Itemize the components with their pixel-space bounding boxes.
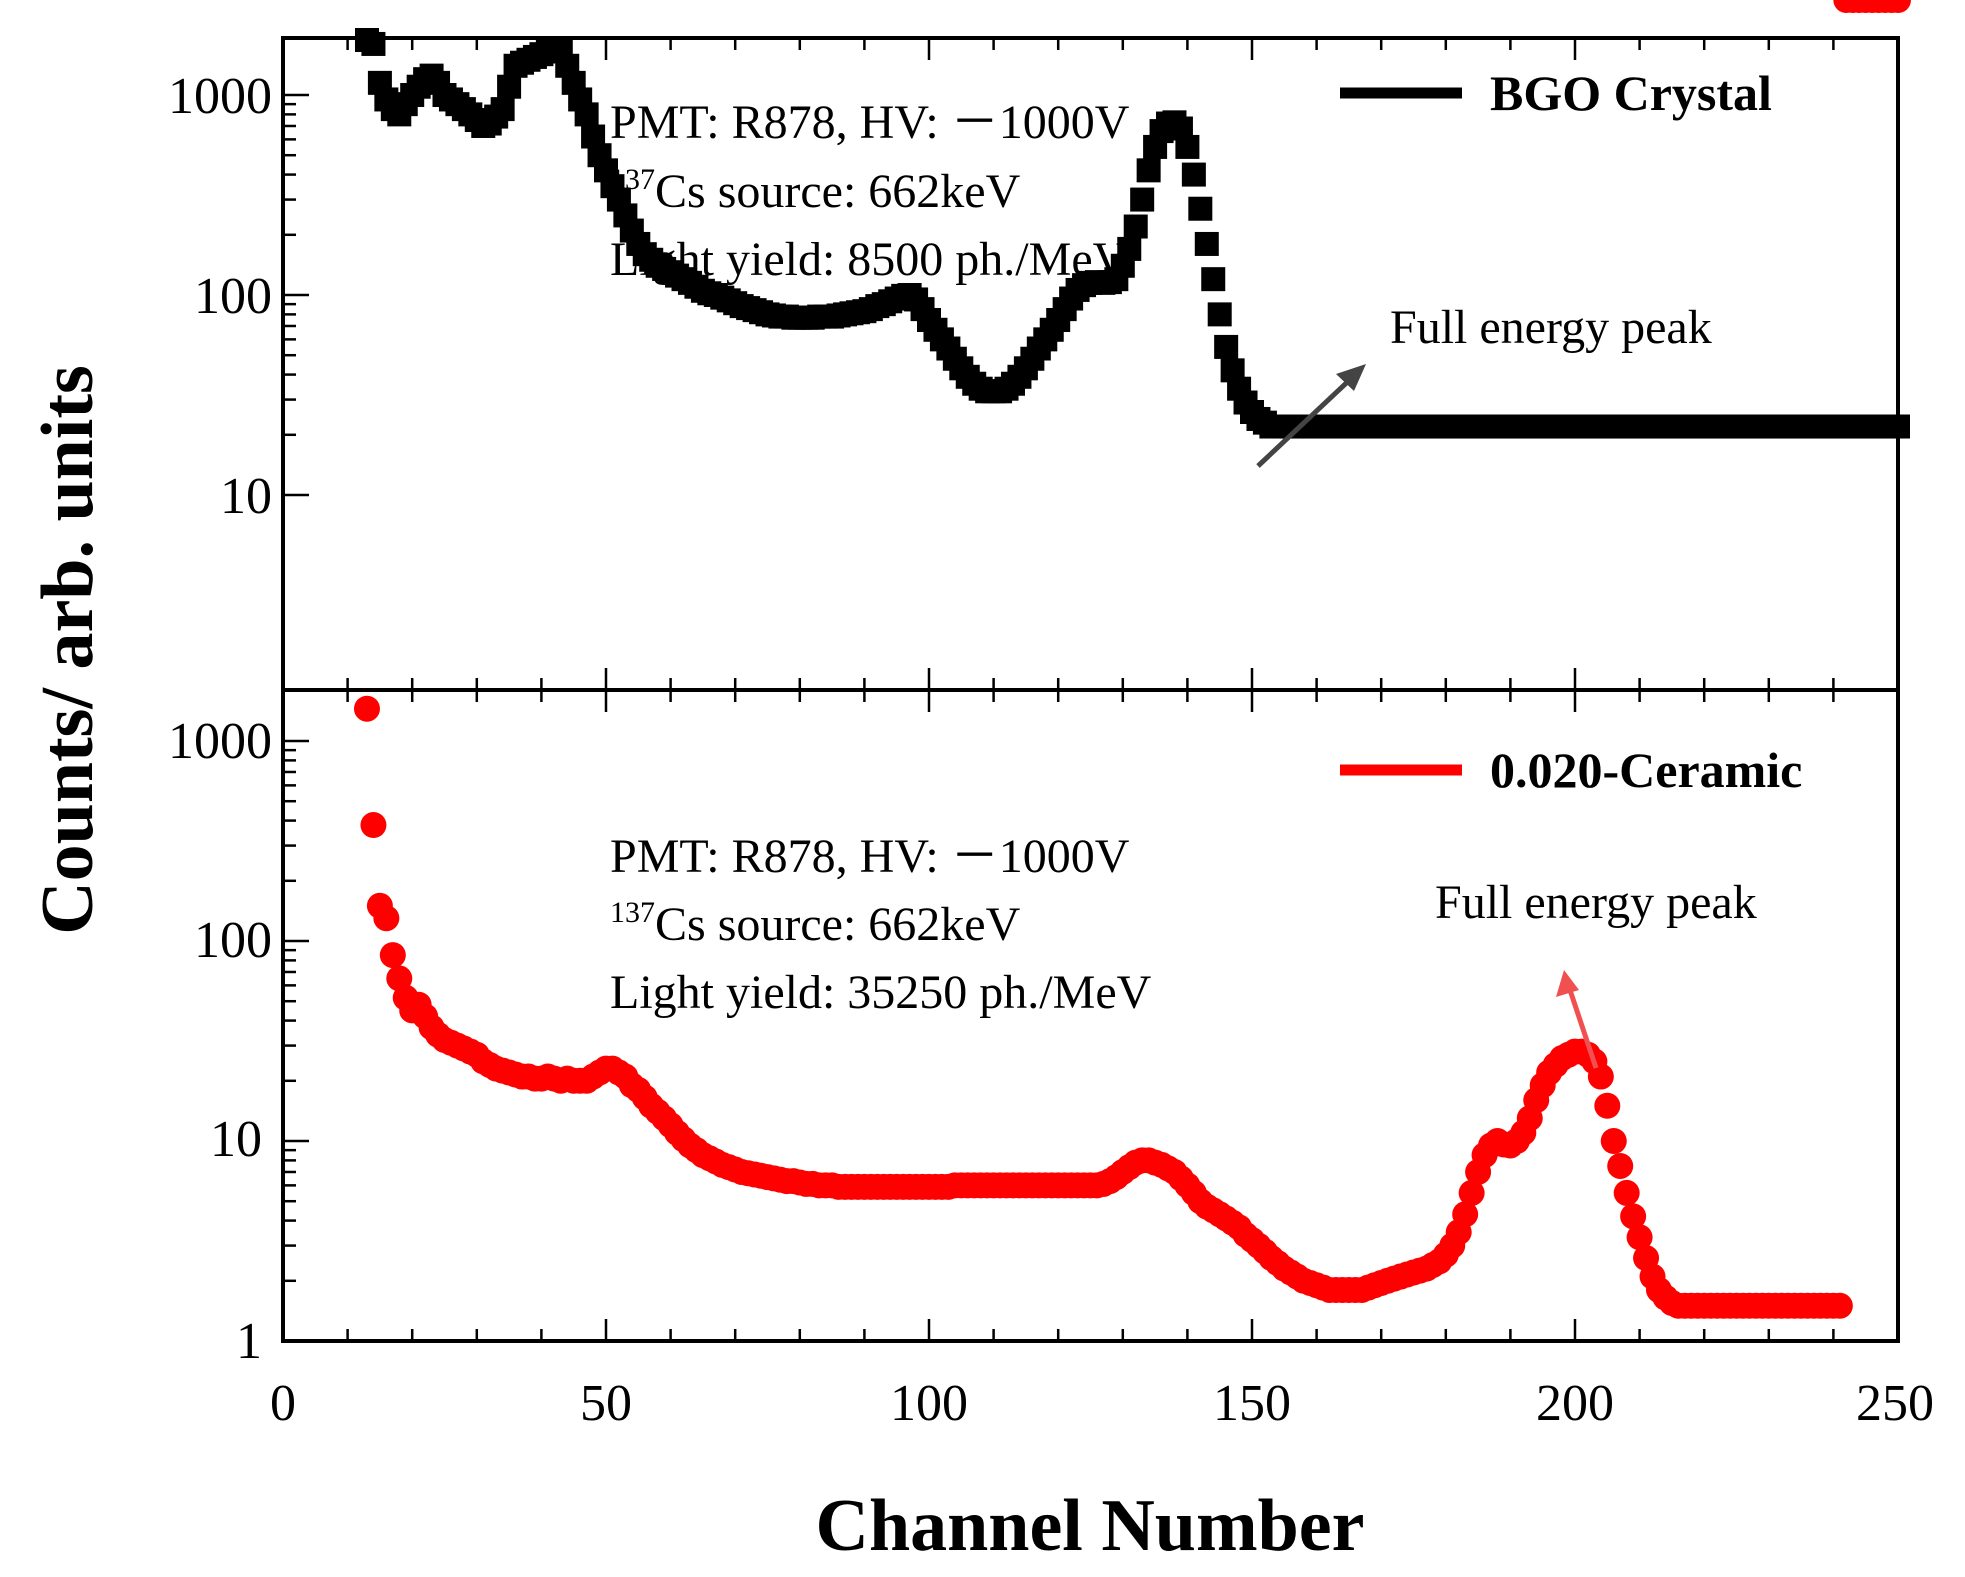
ceramic-point bbox=[1885, 0, 1911, 13]
legend-label-bgo: BGO Crystal bbox=[1490, 65, 1772, 121]
ceramic-point bbox=[373, 905, 400, 932]
x-tick-label: 150 bbox=[1213, 1375, 1291, 1432]
top-annotation-pmt: PMT: R878, HV: －1000V bbox=[610, 96, 1130, 149]
bottom-peak-arrowhead bbox=[1556, 970, 1579, 997]
ceramic-point bbox=[1587, 1063, 1614, 1090]
y-tick-label-bottom: 1 bbox=[236, 1313, 262, 1370]
bottom-annotation-source-text: Cs source: 662keV bbox=[655, 898, 1021, 951]
bgo-point bbox=[1181, 162, 1206, 187]
x-tick-label: 200 bbox=[1536, 1375, 1614, 1432]
bottom-peak-label: Full energy peak bbox=[1435, 876, 1757, 929]
ceramic-point bbox=[1458, 1179, 1485, 1206]
y-tick-label-bottom: 100 bbox=[194, 912, 272, 969]
bgo-point bbox=[361, 31, 386, 56]
bottom-annotation-pmt: PMT: R878, HV: －1000V bbox=[610, 830, 1130, 883]
y-tick-label-top: 1000 bbox=[168, 68, 272, 125]
bgo-point bbox=[1207, 302, 1232, 327]
ceramic-point bbox=[1626, 1224, 1653, 1251]
ceramic-point bbox=[1613, 1179, 1640, 1206]
bgo-point bbox=[1123, 214, 1148, 239]
x-tick-label: 50 bbox=[580, 1375, 632, 1432]
bgo-point bbox=[1130, 187, 1155, 212]
ceramic-point bbox=[1452, 1201, 1479, 1228]
ceramic-point bbox=[1620, 1203, 1647, 1230]
bgo-point bbox=[1194, 231, 1219, 256]
bgo-point bbox=[1886, 414, 1910, 439]
ceramic-point bbox=[1594, 1092, 1621, 1119]
bottom-annotation-superscript: 137 bbox=[610, 896, 655, 929]
bgo-point bbox=[497, 74, 522, 99]
bottom-annotation-source: 137Cs source: 662keV bbox=[610, 896, 1021, 951]
y-tick-label-bottom: 1000 bbox=[168, 713, 272, 770]
top-peak-label: Full energy peak bbox=[1390, 301, 1712, 354]
ceramic-point bbox=[1826, 1292, 1853, 1319]
ceramic-point bbox=[379, 942, 406, 969]
bottom-annotation-yield: Light yield: 35250 ph./MeV bbox=[610, 966, 1152, 1019]
bgo-point bbox=[1201, 267, 1226, 292]
top-peak-arrow bbox=[1256, 371, 1359, 468]
ceramic-point bbox=[353, 695, 380, 722]
bgo-point bbox=[574, 102, 599, 127]
bgo-point bbox=[1214, 334, 1239, 359]
ceramic-point bbox=[1607, 1152, 1634, 1179]
y-axis-title: Counts/ arb. units bbox=[27, 365, 109, 935]
y-tick-label-bottom: 10 bbox=[210, 1111, 262, 1168]
bgo-point bbox=[1136, 158, 1161, 183]
bottom-panel-frame bbox=[281, 688, 1900, 1343]
top-annotation-source: 137Cs source: 662keV bbox=[610, 163, 1021, 218]
top-peak-arrowhead bbox=[1336, 364, 1366, 391]
x-tick-label: 0 bbox=[270, 1375, 296, 1432]
bgo-point bbox=[1188, 196, 1213, 221]
bgo-point bbox=[1117, 236, 1142, 261]
top-annotation-yield: Light yield: 8500 ph./MeV bbox=[610, 233, 1128, 286]
x-axis-title: Channel Number bbox=[816, 1485, 1365, 1567]
top-annotation-source-text: Cs source: 662keV bbox=[655, 165, 1021, 218]
y-tick-label-top: 100 bbox=[194, 268, 272, 325]
x-tick-label: 100 bbox=[890, 1375, 968, 1432]
ceramic-point bbox=[1600, 1128, 1627, 1154]
y-tick-label-top: 10 bbox=[220, 468, 272, 525]
legend-label-ceramic: 0.020-Ceramic bbox=[1490, 742, 1802, 798]
bottom-peak-arrow bbox=[1565, 983, 1599, 1069]
top-annotation-superscript: 137 bbox=[610, 163, 655, 196]
x-tick-label: 250 bbox=[1856, 1375, 1934, 1432]
ceramic-point bbox=[360, 812, 387, 839]
bgo-point bbox=[1175, 134, 1200, 159]
bgo-series bbox=[354, 28, 1910, 439]
bgo-point bbox=[490, 97, 515, 122]
ceramic-series bbox=[353, 0, 1911, 1319]
